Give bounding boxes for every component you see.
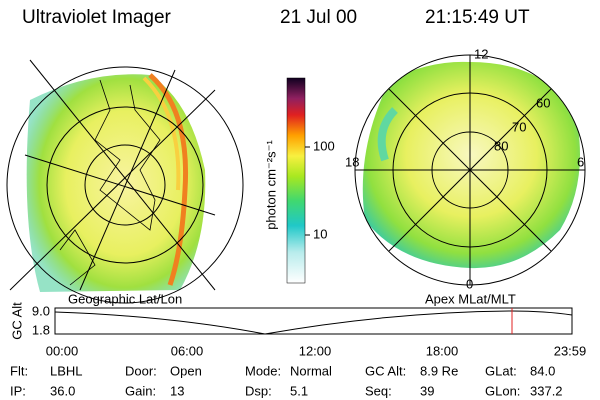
info-value: 39 xyxy=(420,383,434,398)
mlat-label: 80 xyxy=(494,138,508,153)
time: 21:15:49 UT xyxy=(425,7,530,28)
x-tick-label: 00:00 xyxy=(46,343,79,358)
info-value: 337.2 xyxy=(530,383,563,398)
info-value: LBHL xyxy=(50,363,83,378)
mlat-label: 60 xyxy=(536,95,550,110)
info-value: 8.9 Re xyxy=(420,363,458,378)
mlt-label: 12 xyxy=(474,46,488,61)
x-tick-label: 06:00 xyxy=(171,343,204,358)
left-label: Geographic Lat/Lon xyxy=(68,291,182,306)
polar-plot: 12 18 6 0 80 70 60 xyxy=(345,46,586,291)
x-tick-label: 18:00 xyxy=(426,343,459,358)
info-value: 84.0 xyxy=(530,363,555,378)
y-tick-label: 1.8 xyxy=(32,322,50,337)
mlat-label: 70 xyxy=(512,119,526,134)
info-value: 36.0 xyxy=(50,383,75,398)
info-panel: Flt: LBHL Door: Open Mode: Normal GC Alt: 8.9 R… xyxy=(10,363,563,398)
y-axis-label: GC Alt xyxy=(9,302,24,340)
info-label: IP: xyxy=(10,383,26,398)
info-value: 5.1 xyxy=(290,383,308,398)
info-label: Door: xyxy=(125,363,157,378)
x-tick-label: 12:00 xyxy=(299,343,332,358)
title: Ultraviolet Imager xyxy=(22,7,172,28)
info-label: Seq: xyxy=(365,383,392,398)
mlt-label: 6 xyxy=(577,154,584,169)
mlt-label: 0 xyxy=(466,276,473,291)
mlt-label: 18 xyxy=(345,154,359,169)
x-tick-label: 23:59 xyxy=(554,343,587,358)
colorbar-tick: 100 xyxy=(313,138,335,153)
altitude-plot: GC Alt 9.0 1.8 00:00 06:00 12:00 18:00 2… xyxy=(9,302,586,359)
header: Ultraviolet Imager 21 Jul 00 21:15:49 UT xyxy=(22,7,530,28)
right-label: Apex MLat/MLT xyxy=(425,291,516,306)
info-label: GLat: xyxy=(485,363,517,378)
info-value: Open xyxy=(170,363,202,378)
info-label: GLon: xyxy=(485,383,520,398)
colorbar-tick: 10 xyxy=(313,226,327,241)
left-image xyxy=(6,59,244,304)
info-label: Gain: xyxy=(125,383,156,398)
colorbar: 100 10 photon cm⁻²s⁻¹ xyxy=(263,77,335,284)
y-tick-label: 9.0 xyxy=(32,303,50,318)
info-label: GC Alt: xyxy=(365,363,406,378)
info-value: 13 xyxy=(170,383,184,398)
info-label: Dsp: xyxy=(245,383,272,398)
info-label: Flt: xyxy=(10,363,28,378)
info-value: Normal xyxy=(290,363,332,378)
date: 21 Jul 00 xyxy=(280,7,357,28)
colorbar-label: photon cm⁻²s⁻¹ xyxy=(263,140,278,230)
info-label: Mode: xyxy=(245,363,281,378)
